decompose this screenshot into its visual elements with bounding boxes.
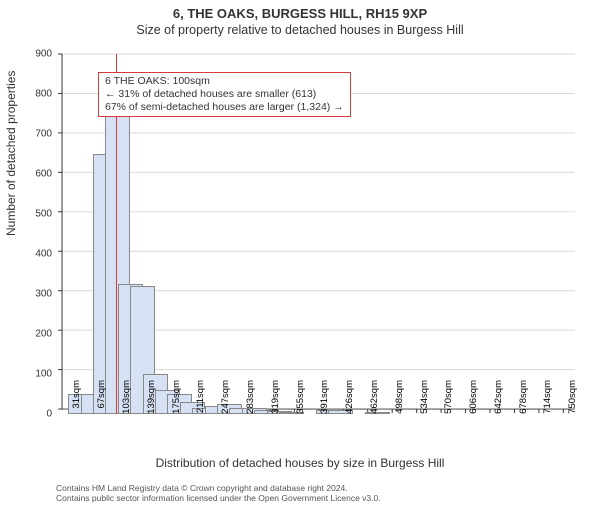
x-tick: 642sqm <box>493 380 504 420</box>
info-box-line: ← 31% of detached houses are smaller (61… <box>105 88 344 101</box>
x-tick: 319sqm <box>270 380 281 420</box>
x-tick: 175sqm <box>171 380 182 420</box>
x-axis-label: Distribution of detached houses by size … <box>0 456 600 470</box>
x-tick: 355sqm <box>295 380 306 420</box>
x-tick: 211sqm <box>195 380 206 420</box>
x-tick: 606sqm <box>468 380 479 420</box>
info-box-line: 6 THE OAKS: 100sqm <box>105 75 344 88</box>
x-tick: 139sqm <box>146 380 157 420</box>
y-tick: 600 <box>35 169 52 180</box>
x-tick: 462sqm <box>369 380 380 420</box>
x-tick: 714sqm <box>542 380 553 420</box>
x-tick: 67sqm <box>96 380 107 420</box>
y-tick: 400 <box>35 249 52 260</box>
y-tick: 100 <box>35 369 52 380</box>
y-tick: 800 <box>35 89 52 100</box>
footer-line-2: Contains public sector information licen… <box>56 493 381 503</box>
footer-line-1: Contains HM Land Registry data © Crown c… <box>56 483 381 493</box>
y-tick: 0 <box>46 409 52 420</box>
x-tick: 534sqm <box>419 380 430 420</box>
x-tick: 570sqm <box>443 380 454 420</box>
info-box-line: 67% of semi-detached houses are larger (… <box>105 101 344 114</box>
x-tick: 247sqm <box>220 380 231 420</box>
x-tick: 391sqm <box>319 380 330 420</box>
x-tick: 750sqm <box>567 380 578 420</box>
chart-title-main: 6, THE OAKS, BURGESS HILL, RH15 9XP <box>0 6 600 21</box>
yticks-layer: 0100200300400500600700800900 <box>0 54 56 414</box>
x-tick: 498sqm <box>394 380 405 420</box>
info-box: 6 THE OAKS: 100sqm← 31% of detached hous… <box>98 72 351 117</box>
x-tick: 103sqm <box>121 380 132 420</box>
chart-area: 31sqm67sqm103sqm139sqm175sqm211sqm247sqm… <box>56 54 576 414</box>
x-tick: 283sqm <box>245 380 256 420</box>
chart-title-sub: Size of property relative to detached ho… <box>0 23 600 37</box>
y-tick: 300 <box>35 289 52 300</box>
y-tick: 500 <box>35 209 52 220</box>
y-tick: 200 <box>35 329 52 340</box>
x-tick: 678sqm <box>518 380 529 420</box>
x-tick: 426sqm <box>344 380 355 420</box>
y-tick: 700 <box>35 129 52 140</box>
x-tick: 31sqm <box>71 380 82 420</box>
y-tick: 900 <box>35 49 52 60</box>
